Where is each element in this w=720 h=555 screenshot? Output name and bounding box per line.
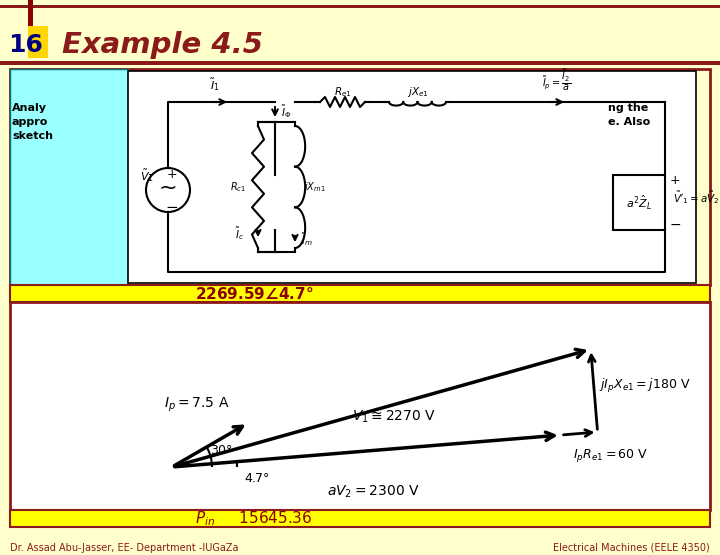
Bar [10, 285, 710, 302]
Text: $a^2\hat{Z}_L$: $a^2\hat{Z}_L$ [626, 193, 652, 211]
Text: $R_{c1}$: $R_{c1}$ [230, 180, 246, 194]
Text: Example 4.5: Example 4.5 [62, 31, 263, 59]
Bar [613, 175, 665, 230]
Text: e. Also: e. Also [608, 117, 650, 127]
Bar [10, 69, 710, 285]
Text: −: − [166, 199, 179, 214]
Bar [10, 510, 710, 527]
Text: 16: 16 [8, 33, 43, 57]
Text: $jX_{m1}$: $jX_{m1}$ [303, 180, 325, 194]
Text: ~: ~ [158, 178, 177, 198]
Text: $\tilde{I}_c$: $\tilde{I}_c$ [235, 225, 244, 243]
Text: $jX_{e1}$: $jX_{e1}$ [407, 85, 428, 99]
Text: $\bf{2269.59\angle 4.7°}$: $\bf{2269.59\angle 4.7°}$ [195, 286, 313, 302]
Text: $I_p = 7.5\ \mathrm{A}$: $I_p = 7.5\ \mathrm{A}$ [164, 396, 230, 414]
Circle shape [146, 168, 190, 212]
Text: $P_{in}$     15645.36: $P_{in}$ 15645.36 [195, 509, 312, 528]
Text: $V_1 \cong 2270\ \mathrm{V}$: $V_1 \cong 2270\ \mathrm{V}$ [352, 409, 436, 425]
Bar [28, 0, 33, 26]
Text: $\tilde{I}_m$: $\tilde{I}_m$ [301, 231, 313, 249]
Text: ng the: ng the [608, 103, 648, 113]
Text: $\tilde{V}'_1=a\tilde{V}_2$: $\tilde{V}'_1=a\tilde{V}_2$ [673, 189, 720, 206]
Text: appro: appro [12, 117, 48, 127]
Bar [0, 61, 720, 65]
Text: −: − [670, 218, 682, 232]
Text: $\tilde{I}_p = \dfrac{\tilde{I}_2}{a}$: $\tilde{I}_p = \dfrac{\tilde{I}_2}{a}$ [542, 67, 572, 93]
Bar [0, 5, 720, 8]
Text: $I_p R_{e1} = 60\ \mathrm{V}$: $I_p R_{e1} = 60\ \mathrm{V}$ [572, 447, 648, 463]
Text: $\tilde{V}_1$: $\tilde{V}_1$ [140, 168, 154, 184]
Text: $30°$: $30°$ [210, 445, 233, 457]
Text: Electrical Machines (EELE 4350): Electrical Machines (EELE 4350) [553, 543, 710, 553]
Text: $aV_2 = 2300\ \mathrm{V}$: $aV_2 = 2300\ \mathrm{V}$ [327, 484, 420, 500]
Bar [128, 71, 696, 283]
Text: $4.7°$: $4.7°$ [244, 472, 270, 486]
Text: $R_{e1}$: $R_{e1}$ [333, 85, 351, 99]
Text: sketch: sketch [12, 131, 53, 141]
Text: $j I_p X_{e1} = j180\ \mathrm{V}$: $j I_p X_{e1} = j180\ \mathrm{V}$ [599, 377, 690, 395]
Text: Analy: Analy [12, 103, 47, 113]
Text: $\tilde{I}_1$: $\tilde{I}_1$ [210, 76, 220, 93]
Text: +: + [167, 168, 177, 180]
Bar [10, 302, 710, 510]
Text: $\tilde{I}_\Phi$: $\tilde{I}_\Phi$ [281, 104, 292, 120]
Text: +: + [670, 174, 680, 186]
Bar [28, 26, 48, 58]
Bar [10, 69, 128, 285]
Text: Dr. Assad Abu-Jasser, EE- Department -IUGaZa: Dr. Assad Abu-Jasser, EE- Department -IU… [10, 543, 238, 553]
